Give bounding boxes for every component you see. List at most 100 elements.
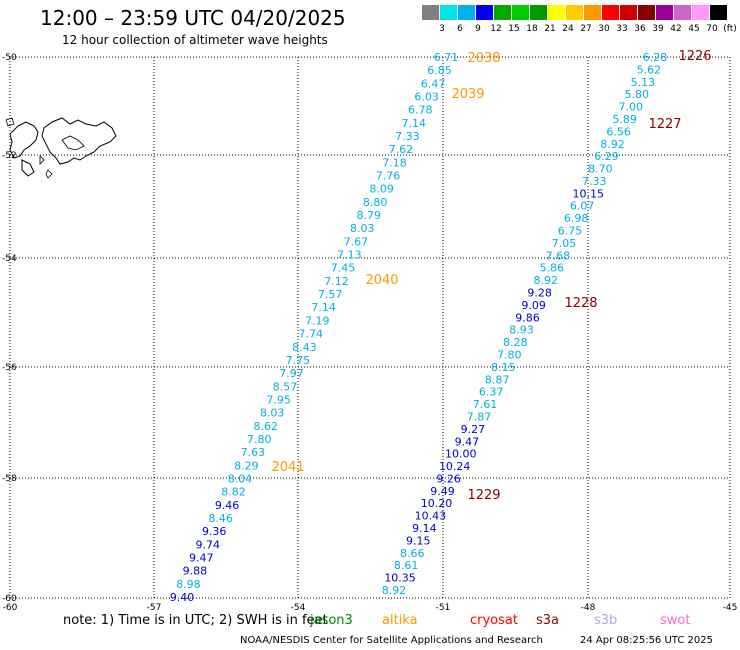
wave-height-value: 9.40 [170,591,195,604]
wave-height-value: 9.86 [515,311,540,324]
wave-height-map[interactable]: -50 -52 -54 -56 -58 -60-60 -57 -54 -51 -48 -45 6.7… [0,0,740,612]
wave-height-value: 7.05 [552,237,577,250]
wave-height-value: 8.03 [260,407,285,420]
wave-height-value: 6.28 [643,51,668,64]
footer: note: 1) Time is in UTC; 2) SWH is in fe… [0,612,740,650]
wave-height-value: 5.86 [540,262,565,275]
colorbar-label: 3 [439,24,445,34]
wave-height-value: 8.15 [491,361,516,374]
wave-height-value: 10.43 [415,510,447,523]
wave-height-value: 7.19 [305,314,330,327]
longitude-label: -48 [581,603,596,612]
wave-height-value: 9.15 [406,534,431,547]
colorbar-label: 12 [490,24,502,34]
map-title: 12:00 – 23:59 UTC 04/20/2025 [40,6,346,30]
colorbar-swatch [476,5,493,20]
colorbar-label: 24 [562,24,574,34]
wave-height-value: 7.57 [318,288,343,301]
wave-height-value: 9.49 [430,485,455,498]
falkland-west-island [9,121,39,159]
colorbar-label: 15 [508,24,520,34]
generation-timestamp: 24 Apr 08:25:56 UTC 2025 [580,635,713,646]
wave-height-value: 8.29 [234,459,259,472]
colorbar-swatch [584,5,601,20]
latitude-label: -58 [2,474,17,484]
colorbar-label: 18 [526,24,538,34]
wave-height-value: 8.28 [503,336,528,349]
colorbar-label: 30 [598,24,610,34]
pass-label: 1228 [564,296,597,311]
wave-height-value: 9.88 [183,565,208,578]
wave-height-value: 8.04 [228,472,253,485]
wave-height-value: 7.68 [546,249,571,262]
colorbar-label: 36 [634,24,646,34]
wave-height-value: 8.70 [588,163,613,176]
longitude-label: -54 [291,603,306,612]
credit-line: NOAA/NESDIS Center for Satellite Applica… [240,635,543,646]
wave-height-value: 7.00 [618,101,643,114]
wave-height-value: 6.75 [558,225,583,238]
wave-height-value: 5.62 [637,63,662,76]
colorbar-swatch [530,5,547,20]
wave-height-value: 5.89 [612,113,637,126]
pass-labels: 2038 2039 2040 2041 1226 1227 1228 1229 [271,49,711,503]
wave-height-value: 6.71 [434,51,459,64]
altimeter-track-2: 6.285.625.135.807.005.896.568.926.298.70… [382,51,668,597]
latitude-label: -54 [2,254,17,264]
wave-height-value: 9.36 [202,525,227,538]
pass-label: 2039 [451,87,484,102]
falkland-west-fragment [21,159,35,177]
wave-height-value: 8.87 [485,373,510,386]
satellite-legend-item: cryosat [470,613,518,628]
wave-height-value: 9.74 [196,538,221,551]
pass-label: 2040 [365,273,398,288]
wave-height-value: 10.15 [572,187,604,200]
wave-height-value: 7.12 [324,275,349,288]
longitude-label: -57 [147,603,162,612]
wave-height-value: 9.26 [436,472,461,485]
falkland-inner-detail [61,135,85,151]
satellite-legend-item: s3a [536,613,560,628]
wave-height-value: 8.57 [273,380,298,393]
wave-height-value: 5.80 [625,88,650,101]
pass-label: 2041 [271,460,304,475]
wave-height-value: 9.09 [521,299,546,312]
colorbar-label: 21 [544,24,556,34]
wave-height-value: 10.24 [439,460,471,473]
falkland-east-island [41,117,117,165]
wave-height-value: 8.43 [292,341,317,354]
colorbar-swatch [458,5,475,20]
map-subtitle: 12 hour collection of altimeter wave hei… [62,33,328,47]
wave-height-value: 8.61 [394,559,419,572]
colorbar-swatch [422,5,439,20]
wave-height-value: 6.07 [570,200,595,213]
wave-height-value: 8.09 [369,183,394,196]
pass-label: 1226 [678,49,711,64]
wave-height-value: 5.13 [631,76,656,89]
wave-height-value: 7.97 [279,367,304,380]
wave-height-value: 8.98 [176,578,201,591]
colorbar-swatch [638,5,655,20]
wave-height-value: 8.80 [363,196,388,209]
wave-height-value: 10.20 [421,497,453,510]
colorbar-swatch [602,5,619,20]
wave-height-value: 7.61 [473,398,498,411]
wave-height-value: 8.92 [382,584,407,597]
wave-height-value: 6.78 [408,104,433,117]
colorbar-label: 6 [457,24,463,34]
satellite-legend-item: swot [660,613,691,628]
wave-height-value: 7.45 [331,262,356,275]
wave-height-value: 8.66 [400,547,425,560]
wave-height-value: 7.33 [395,130,420,143]
wave-height-value: 7.74 [299,328,324,341]
satellite-legend-item: s3b [594,613,618,628]
latitude-label: -56 [2,363,17,373]
latitude-label: -50 [2,53,17,63]
wave-height-value: 7.95 [266,393,291,406]
satellite-legend-item: jason3 [310,613,353,628]
colorbar-label: 39 [652,24,664,34]
wave-height-value: 6.98 [564,212,589,225]
longitude-label: -51 [436,603,451,612]
wave-height-value: 8.93 [509,324,534,337]
wave-height-value: 7.62 [389,143,414,156]
